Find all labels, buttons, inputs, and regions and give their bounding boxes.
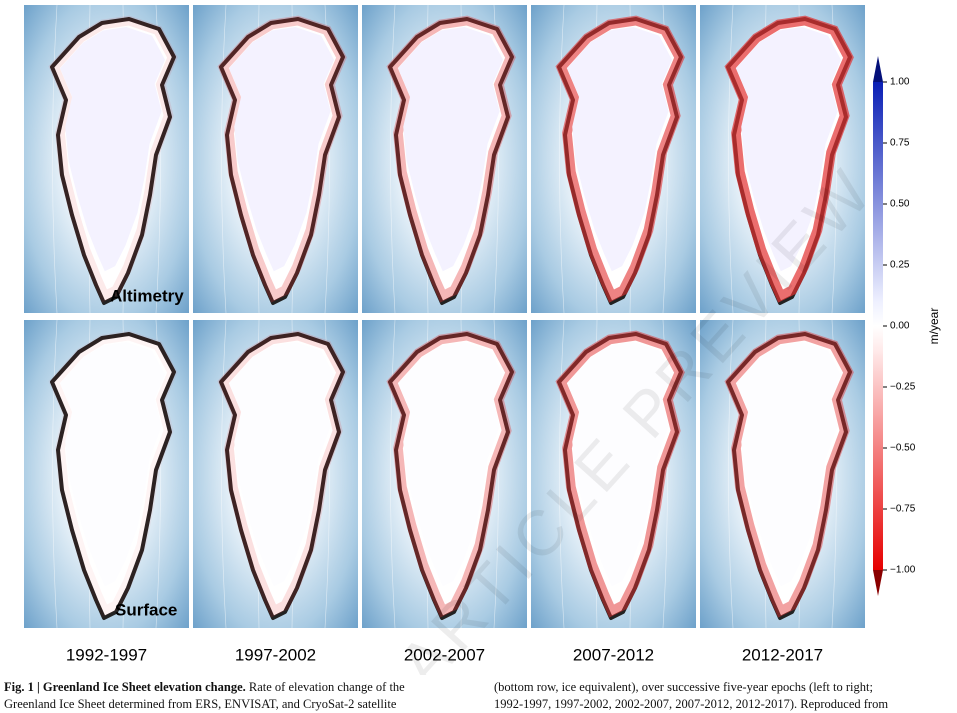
colorbar-tick-label: 0.25 [890,260,910,271]
ice-interior [229,342,334,587]
graticule [221,319,227,629]
caption-text: (bottom row, ice equivalent), over succe… [494,680,873,694]
ice-interior [398,342,503,587]
thinning [386,15,516,303]
graticule [52,319,58,629]
map-panel [700,319,865,629]
graticule [728,4,734,314]
epoch-label: 1992-1997 [66,645,147,664]
ice-interior [567,27,672,272]
epoch-label: 1997-2002 [235,645,316,664]
ice-interior [60,342,165,587]
caption-text: Rate of elevation change of the [248,680,405,694]
colorbar-tick-label: −0.50 [890,443,916,454]
epoch-label: 2012-2017 [742,645,823,664]
ice-interior [60,27,165,272]
caption-bold: Fig. 1 | Greenland Ice Sheet elevation c… [4,680,246,694]
thinning [724,15,854,303]
row-label: Altimetry [110,286,184,305]
ice-interior [398,27,503,272]
colorbar-tick-label: −0.75 [890,504,916,515]
map-panel [700,4,865,314]
graticule [52,4,58,314]
map-panel [24,319,189,629]
colorbar-top [873,56,883,82]
caption-left: Fig. 1 | Greenland Ice Sheet elevation c… [4,679,474,713]
colorbar-tick-label: 1.00 [890,77,910,88]
epoch-label: 2007-2012 [573,645,654,664]
graticule [728,319,734,629]
ice-interior [736,342,841,587]
thinning [217,330,347,618]
colorbar-label: m/year [927,308,941,345]
map-panel [531,4,696,314]
colorbar-bottom [873,570,883,596]
map-panel [362,319,527,629]
map-panel [193,4,358,314]
graticule [390,4,396,314]
ice-interior [567,342,672,587]
ice-interior [736,27,841,272]
map-panel [362,4,527,314]
thinning [48,15,178,303]
graticule [390,319,396,629]
colorbar [873,82,883,570]
thinning [724,330,854,618]
caption-text: 1992-1997, 1997-2002, 2002-2007, 2007-20… [494,697,889,711]
thinning [386,330,516,618]
thinning [555,15,685,303]
map-panel [24,4,189,314]
epoch-label: 2002-2007 [404,645,485,664]
map-panel [531,319,696,629]
caption-text: Greenland Ice Sheet determined from ERS,… [4,697,397,711]
colorbar-tick-label: 0.00 [890,321,910,332]
thinning [48,330,178,618]
graticule [559,4,565,314]
colorbar-tick-label: −0.25 [890,382,916,393]
thinning [217,15,347,303]
graticule [221,4,227,314]
colorbar-tick-label: −1.00 [890,565,916,576]
colorbar-tick-label: 0.50 [890,199,910,210]
colorbar-tick-label: 0.75 [890,138,910,149]
figure: Altimetry Surface 1992-1997 1997-2002 2002-2… [24,4,941,675]
row-label: Surface [115,600,177,619]
map-panel [193,319,358,629]
thinning [555,330,685,618]
graticule [559,319,565,629]
caption-right: (bottom row, ice equivalent), over succe… [494,679,888,713]
ice-interior [229,27,334,272]
